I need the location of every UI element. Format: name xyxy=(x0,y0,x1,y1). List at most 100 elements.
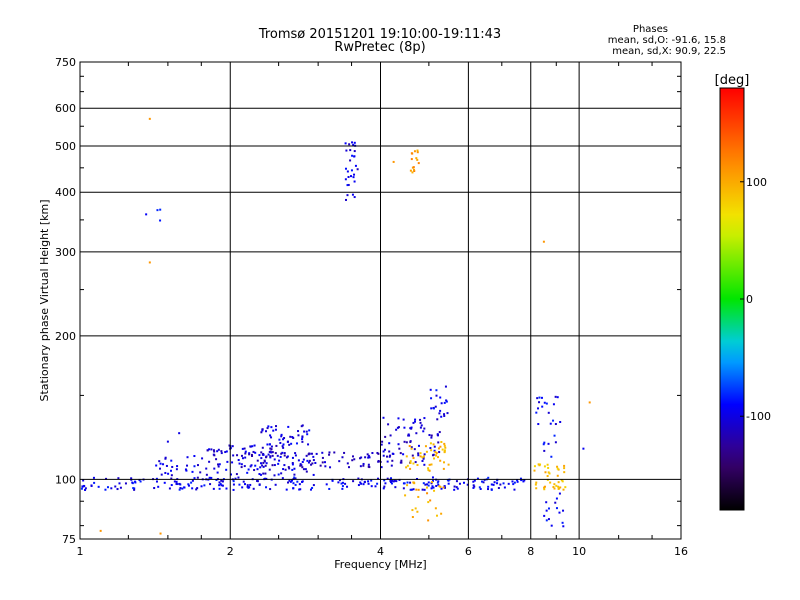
data-point xyxy=(409,488,412,491)
data-point xyxy=(453,488,456,491)
data-point xyxy=(536,397,539,400)
data-point xyxy=(159,532,162,535)
data-point xyxy=(362,462,365,465)
data-point xyxy=(555,484,558,487)
data-point xyxy=(190,481,193,484)
data-point xyxy=(251,445,254,448)
data-point xyxy=(393,479,396,482)
data-point xyxy=(241,457,244,460)
data-point xyxy=(438,451,441,454)
data-point xyxy=(353,155,356,158)
data-point xyxy=(435,514,438,517)
data-point xyxy=(397,417,400,420)
data-point xyxy=(554,441,557,444)
data-point xyxy=(155,464,158,467)
data-point xyxy=(439,459,442,462)
data-point xyxy=(473,485,476,488)
data-point xyxy=(554,501,557,504)
data-point xyxy=(160,473,163,476)
data-point xyxy=(250,453,253,456)
data-point xyxy=(458,482,461,485)
data-point xyxy=(435,389,438,392)
data-point xyxy=(362,464,365,467)
data-point xyxy=(305,430,308,433)
data-point xyxy=(413,169,416,172)
data-point xyxy=(417,488,420,491)
data-point xyxy=(433,457,436,460)
data-point xyxy=(159,462,162,465)
data-point xyxy=(99,529,102,532)
data-point xyxy=(387,423,390,426)
data-point xyxy=(218,463,221,466)
data-point xyxy=(402,453,405,456)
data-point xyxy=(507,482,510,485)
data-point xyxy=(416,464,419,467)
data-point xyxy=(297,459,300,462)
data-point xyxy=(253,469,256,472)
data-point xyxy=(209,483,212,486)
data-point xyxy=(262,461,265,464)
data-point xyxy=(269,434,272,437)
data-point xyxy=(559,486,562,489)
data-point xyxy=(291,468,294,471)
data-point xyxy=(295,442,298,445)
data-point xyxy=(427,484,430,487)
data-point xyxy=(391,452,394,455)
data-point xyxy=(422,482,425,485)
data-point xyxy=(247,468,250,471)
data-point xyxy=(250,464,253,467)
data-point xyxy=(354,164,357,167)
data-point xyxy=(423,488,426,491)
data-point xyxy=(341,456,344,459)
data-point xyxy=(560,479,563,482)
data-point xyxy=(275,444,278,447)
data-point xyxy=(513,488,516,491)
data-point xyxy=(409,460,412,463)
data-point xyxy=(301,460,304,463)
data-point xyxy=(547,466,550,469)
data-point xyxy=(414,418,417,421)
data-point xyxy=(516,480,519,483)
data-point xyxy=(221,480,224,483)
data-point xyxy=(232,488,235,491)
data-point xyxy=(433,445,436,448)
data-point xyxy=(181,487,184,490)
x-tick-label: 10 xyxy=(572,545,586,558)
data-point xyxy=(543,488,546,491)
data-point xyxy=(201,457,204,460)
data-point xyxy=(351,193,354,196)
data-point xyxy=(268,443,271,446)
data-point xyxy=(155,480,158,483)
data-point xyxy=(259,473,262,476)
data-point xyxy=(271,454,274,457)
data-point xyxy=(487,476,490,479)
data-point xyxy=(423,463,426,466)
data-point xyxy=(274,428,277,431)
data-point xyxy=(232,483,235,486)
data-point xyxy=(386,455,389,458)
data-point xyxy=(420,424,423,427)
colorbar-tick-label: 0 xyxy=(746,293,753,306)
data-point xyxy=(367,463,370,466)
data-point xyxy=(297,434,300,437)
data-point xyxy=(547,518,550,521)
data-point xyxy=(377,477,380,480)
data-point xyxy=(287,425,290,428)
data-point xyxy=(288,479,291,482)
data-point xyxy=(419,455,422,458)
data-point xyxy=(556,474,559,477)
data-point xyxy=(555,507,558,510)
data-point xyxy=(153,487,156,490)
data-point xyxy=(416,151,419,154)
data-point xyxy=(395,480,398,483)
data-point xyxy=(428,463,431,466)
data-point xyxy=(394,486,397,489)
data-point xyxy=(164,457,167,460)
data-point xyxy=(119,486,122,489)
data-point xyxy=(377,460,380,463)
data-point xyxy=(382,454,385,457)
data-point xyxy=(351,154,354,157)
data-point xyxy=(421,459,424,462)
data-point xyxy=(482,481,485,484)
data-point xyxy=(538,396,541,399)
